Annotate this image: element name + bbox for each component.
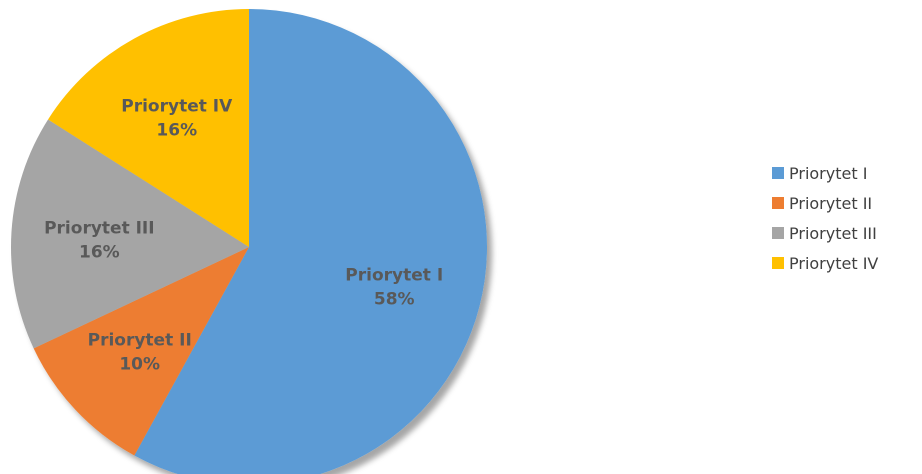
legend-label: Priorytet III: [789, 223, 877, 243]
legend-label: Priorytet I: [789, 163, 868, 183]
slice-category-label: Priorytet IV: [121, 97, 233, 117]
pie-data-labels: Priorytet I 58%Priorytet II 10%Priorytet I…: [44, 97, 443, 375]
pie-slices: [11, 8, 487, 474]
pie-slice: [48, 8, 249, 247]
legend-label: Priorytet IV: [789, 253, 879, 273]
slice-data-label: Priorytet I 58%: [345, 265, 443, 309]
legend-item: Priorytet I: [772, 158, 878, 188]
legend-item: Priorytet III: [772, 218, 878, 248]
legend-label: Priorytet II: [789, 193, 873, 213]
legend-swatch: [772, 257, 784, 269]
legend-item: Priorytet IV: [772, 248, 878, 278]
slice-category-label: Priorytet III: [44, 219, 155, 239]
pie-slice: [33, 247, 250, 456]
legend-item: Priorytet II: [772, 188, 878, 218]
slice-category-label: Priorytet I: [345, 265, 443, 285]
slice-value-label: 16%: [79, 243, 120, 263]
legend-swatch: [772, 227, 784, 239]
pie-slice: [134, 9, 487, 474]
chart-legend: Priorytet I Priorytet II Priorytet III P…: [772, 158, 878, 278]
slice-value-label: 16%: [156, 121, 197, 141]
slice-value-label: 58%: [374, 289, 415, 309]
slice-category-label: Priorytet II: [88, 331, 192, 351]
pie-slice: [11, 119, 250, 349]
slice-data-label: Priorytet III 16%: [44, 219, 155, 263]
slice-data-label: Priorytet II 10%: [88, 331, 192, 375]
legend-swatch: [772, 197, 784, 209]
slice-data-label: Priorytet IV 16%: [121, 97, 233, 141]
slice-value-label: 10%: [119, 355, 160, 375]
legend-swatch: [772, 167, 784, 179]
